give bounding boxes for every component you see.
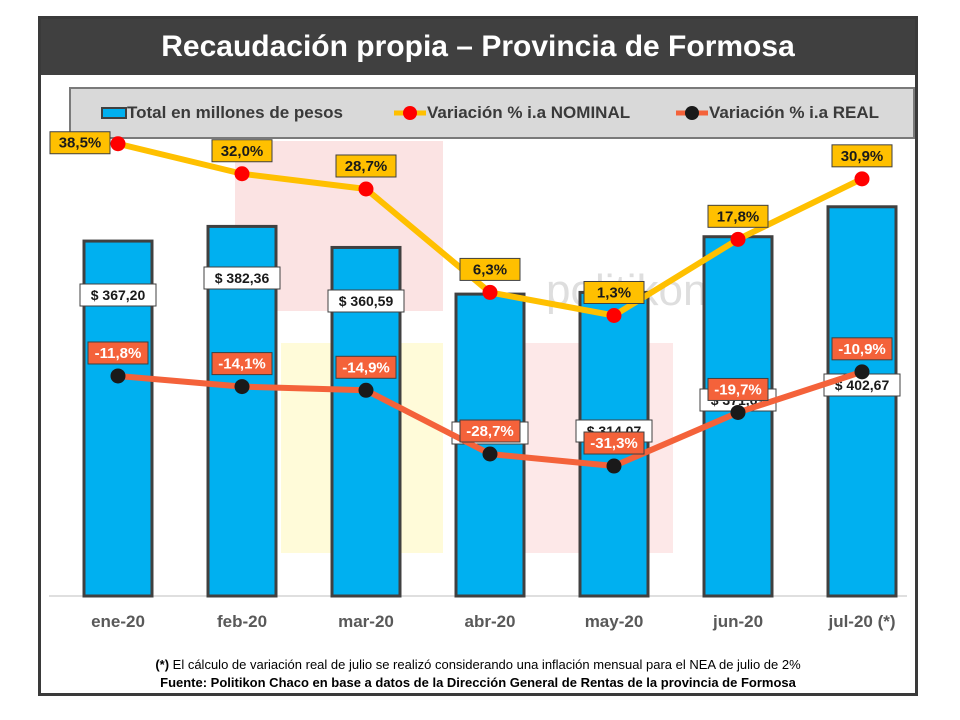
real-label-box-6 [831,337,893,361]
nominal-point-4 [606,307,622,323]
real-label-box-2 [335,355,397,379]
nominal-point-1 [234,166,250,182]
chart-title: Recaudación propia – Provincia de Formos… [41,19,915,75]
real-label-box-5 [707,377,769,401]
x-tick-label-6: jul-20 (*) [827,612,895,631]
x-tick-label-1: feb-20 [217,612,267,631]
legend-label-nominal: Variación % i.a NOMINAL [427,103,631,122]
nominal-label-box-3 [459,257,521,281]
legend-real-marker-icon [676,106,708,120]
bar-value-label-1: $ 382,36 [215,270,270,286]
nominal-point-5 [730,231,746,247]
nominal-point-3 [482,284,498,300]
nominal-label-1: 32,0% [221,143,264,160]
real-label-4: -31,3% [590,435,638,452]
nominal-label-box-6 [831,144,893,168]
real-point-3 [482,446,498,462]
nominal-label-0: 38,5% [59,135,102,152]
chart-plot: politikon $ 367,20$ 382,36$ 360,59$ 312,… [49,131,907,631]
nominal-label-box-1 [211,139,273,163]
chart-frame: Recaudación propia – Provincia de Formos… [38,16,918,696]
real-label-5: -19,7% [714,381,762,398]
bar-value-box-2 [327,289,405,313]
real-point-0 [110,368,126,384]
real-label-box-0 [87,341,149,365]
nominal-point-0 [110,136,126,152]
footnote-source: Fuente: Politikon Chaco en base a datos … [41,675,915,690]
real-point-2 [358,382,374,398]
nominal-point-2 [358,181,374,197]
x-tick-label-2: mar-20 [338,612,394,631]
footnote-text: El cálculo de variación real de julio se… [169,657,801,672]
nominal-point-6 [854,171,870,187]
x-tick-label-4: may-20 [585,612,644,631]
nominal-label-box-2 [335,154,397,178]
nominal-label-box-0 [49,131,111,155]
footnote-source-text: Fuente: Politikon Chaco en base a datos … [160,675,796,690]
x-tick-label-5: jun-20 [712,612,763,631]
nominal-label-3: 6,3% [473,261,507,278]
real-label-6: -10,9% [838,341,886,358]
legend-item-total: Total en millones de pesos [101,102,343,124]
legend-item-nominal: Variación % i.a NOMINAL [393,102,630,124]
real-label-1: -14,1% [218,356,266,373]
bar-value-label-6: $ 402,67 [835,377,890,393]
bar-value-box-0 [79,283,157,307]
legend-label-real: Variación % i.a REAL [709,103,880,122]
bar-value-label-0: $ 367,20 [91,287,146,303]
bar-value-box-1 [203,266,281,290]
legend-item-real: Variación % i.a REAL [675,102,879,124]
nominal-label-box-4 [583,280,645,304]
real-point-1 [234,379,250,395]
legend-bar-swatch-icon [101,107,127,119]
nominal-label-box-5 [707,204,769,228]
real-label-box-4 [583,431,645,455]
real-point-4 [606,458,622,474]
legend: Total en millones de pesos Variación % i… [69,87,915,139]
real-point-5 [730,404,746,420]
footnote-note: (*) El cálculo de variación real de juli… [41,657,915,672]
real-label-0: -11,8% [95,345,142,362]
nominal-label-6: 30,9% [841,148,884,165]
footnote-marker: (*) [155,657,170,672]
nominal-label-2: 28,7% [345,158,388,175]
real-label-2: -14,9% [342,359,390,376]
bar-6 [826,205,898,598]
real-point-6 [854,364,870,380]
real-label-box-1 [211,352,273,376]
legend-nominal-marker-icon [394,106,426,120]
real-label-3: -28,7% [466,423,514,440]
x-tick-label-0: ene-20 [91,612,145,631]
legend-label-total: Total en millones de pesos [127,103,344,122]
real-label-box-3 [459,419,521,443]
nominal-label-5: 17,8% [717,208,760,225]
nominal-label-4: 1,3% [597,284,631,301]
bar-value-label-2: $ 360,59 [339,293,394,309]
x-tick-label-3: abr-20 [464,612,515,631]
